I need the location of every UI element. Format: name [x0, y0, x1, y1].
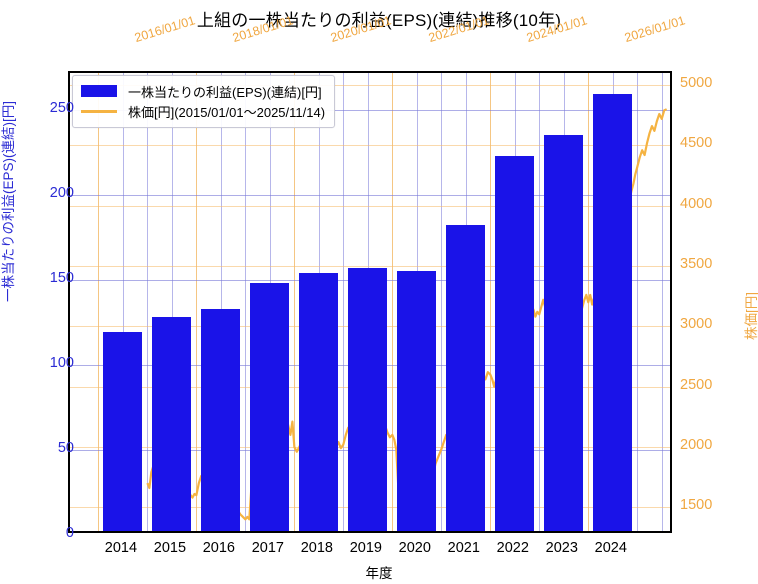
xtick-label-2020: 2020: [398, 540, 431, 556]
xtick-bottom: [490, 531, 492, 533]
bar-2020: [397, 271, 437, 531]
xtick-top: [343, 71, 345, 73]
right-axis-title: 株価[円]: [744, 291, 758, 340]
ytick-left-minor: [68, 493, 70, 495]
chart-legend: 一株当たりの利益(EPS)(連結)[円] 株価[円](2015/01/01〜20…: [72, 75, 336, 128]
bar-2014: [103, 332, 143, 531]
xtick-top: [196, 71, 198, 73]
legend-item-price: 株価[円](2015/01/01〜2025/11/14): [81, 101, 325, 121]
xtick-top: [441, 71, 443, 73]
ytick-label-left: 150: [49, 270, 74, 287]
ytick-left-minor: [68, 408, 70, 410]
xtick-label-2024: 2024: [594, 540, 627, 556]
xtick-bottom: [245, 531, 247, 533]
ytick-right: [670, 326, 672, 328]
ytick-left-minor: [68, 238, 70, 240]
bar-2021: [446, 225, 486, 531]
xtick-bottom: [196, 531, 198, 533]
bar-2024: [593, 94, 633, 531]
legend-price-label: 株価[円](2015/01/01〜2025/11/14): [128, 104, 326, 120]
xtick-bottom: [441, 531, 443, 533]
bar-2019: [348, 267, 388, 531]
xtick-top: [392, 71, 394, 73]
legend-bar-swatch-icon: [81, 85, 117, 97]
xtick-top: [539, 71, 541, 73]
xtick-bottom: [637, 531, 639, 533]
bottom-axis-title: 年度: [365, 566, 393, 581]
bar-2023: [544, 135, 584, 531]
ytick-right: [670, 387, 672, 389]
xtick-label-2016: 2016: [202, 540, 236, 556]
ytick-label-right: 3000: [680, 316, 713, 333]
bar-2022: [495, 155, 535, 531]
ytick-label-right: 3500: [680, 256, 713, 272]
xtick-top: [588, 71, 590, 73]
xtick-label-2014: 2014: [104, 540, 138, 556]
xtick-top: [294, 71, 296, 73]
ytick-label-right: 2000: [680, 436, 713, 453]
ytick-label-right: 2500: [680, 376, 713, 393]
ytick-right: [670, 507, 672, 509]
legend-eps-label: 一株当たりの利益(EPS)(連結)[円]: [128, 84, 322, 100]
xtick-top: [490, 71, 492, 73]
xtick-top: [245, 71, 247, 73]
ytick-left-minor: [68, 153, 70, 155]
ytick-label-left: 100: [49, 355, 74, 372]
ytick-right: [670, 145, 672, 147]
ytick-left-minor: [68, 323, 70, 325]
xtick-label-2023: 2023: [545, 540, 578, 556]
ytick-label-left: 50: [57, 440, 74, 457]
xtick-label-2022: 2022: [496, 540, 529, 556]
bar-2016: [201, 308, 241, 531]
legend-item-eps: 一株当たりの利益(EPS)(連結)[円]: [81, 81, 325, 101]
bar-2018: [299, 272, 339, 531]
ytick-label-right: 4500: [680, 135, 713, 152]
xtick-label-2019: 2019: [349, 540, 382, 556]
xtick-bottom: [539, 531, 541, 533]
xtick-bottom: [588, 531, 590, 533]
xtick-label-2017: 2017: [251, 540, 284, 556]
ytick-right: [670, 266, 672, 268]
ytick-label-right: 5000: [680, 75, 713, 92]
xtick-bottom: [294, 531, 296, 533]
xtick-bottom: [343, 531, 345, 533]
xtick-bottom: [147, 531, 149, 533]
xtick-bottom: [98, 531, 100, 533]
left-axis-title: 一株当たりの利益(EPS)(連結)[円]: [1, 101, 16, 302]
xtick-label-2018: 2018: [300, 540, 333, 556]
ytick-label-left: 200: [49, 185, 74, 202]
ytick-right: [670, 447, 672, 449]
chart-title: 上組の一株当たりの利益(EPS)(連結)推移(10年): [196, 11, 562, 30]
plot-area: [68, 71, 672, 533]
xtick-label-2015: 2015: [153, 540, 187, 556]
bar-2017: [250, 283, 290, 531]
xtick-top: [147, 71, 149, 73]
ytick-right: [670, 206, 672, 208]
ytick-right: [670, 85, 672, 87]
xtick-top: [637, 71, 639, 73]
legend-line-swatch-icon: [81, 109, 117, 113]
bar-2015: [152, 317, 192, 531]
ytick-label-right: 1500: [680, 497, 713, 514]
ytick-label-left: 250: [49, 100, 74, 117]
xtick-bottom: [392, 531, 394, 533]
ytick-label-right: 4000: [680, 195, 713, 212]
ytick-label-left: 0: [65, 525, 74, 541]
xtick-label-2021: 2021: [447, 540, 480, 556]
